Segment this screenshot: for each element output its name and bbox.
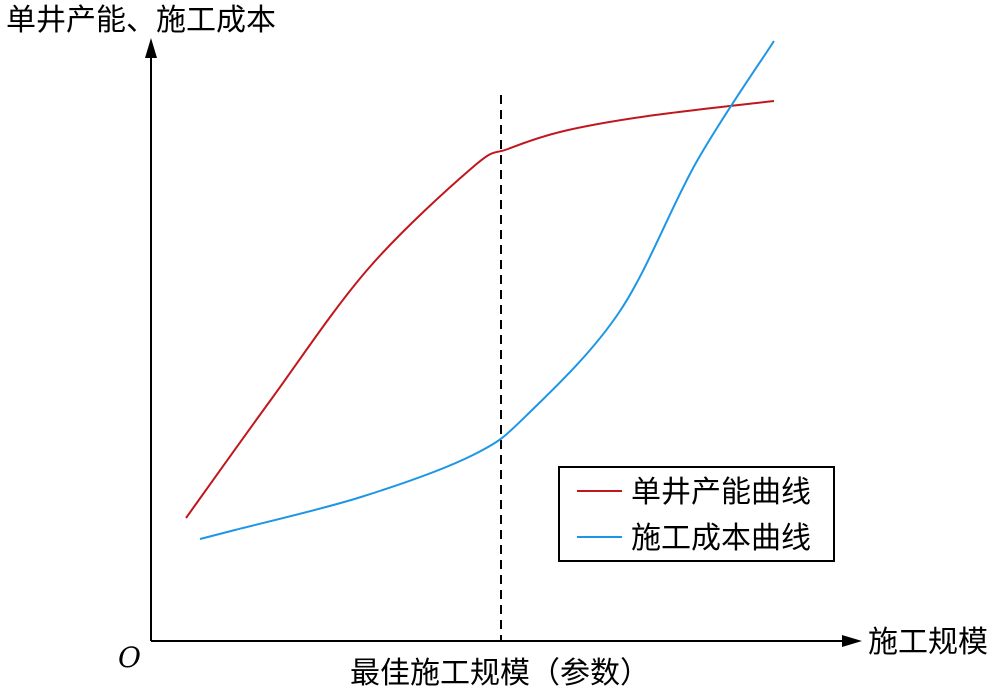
legend: 单井产能曲线 施工成本曲线 [558, 466, 835, 562]
series-layer [185, 40, 775, 540]
y-axis [145, 38, 157, 641]
x-axis-arrow-icon [842, 635, 862, 647]
capacity-curve [185, 100, 775, 519]
cost-curve [199, 40, 775, 540]
origin-label: O [118, 641, 141, 674]
legend-label-capacity: 单井产能曲线 [631, 475, 811, 510]
y-axis-title: 单井产能、施工成本 [6, 3, 276, 38]
x-axis-title: 施工规模 [868, 625, 988, 660]
y-axis-arrow-icon [145, 38, 157, 58]
optimal-scale-annotation: 最佳施工规模（参数） [350, 656, 650, 691]
legend-box [558, 466, 835, 562]
legend-label-cost: 施工成本曲线 [631, 521, 811, 556]
x-axis [151, 635, 862, 647]
